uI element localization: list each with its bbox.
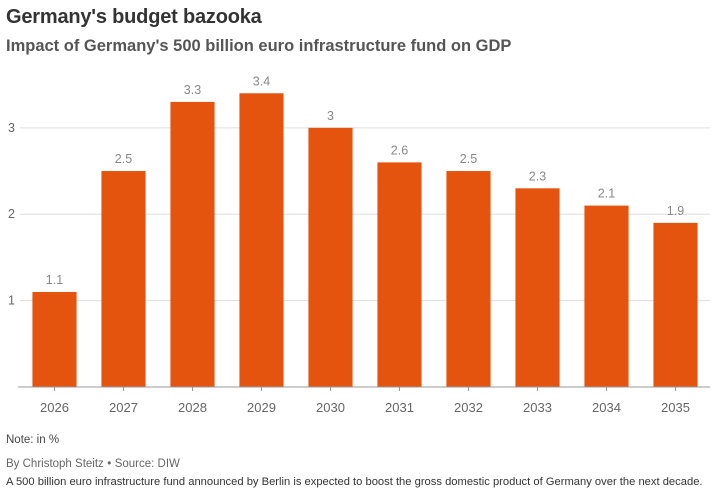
value-label-2032: 2.5: [460, 152, 477, 166]
value-label-2027: 2.5: [115, 152, 132, 166]
x-tick-label-2031: 2031: [385, 400, 414, 415]
x-tick-label-2026: 2026: [40, 400, 69, 415]
bar-2027: [101, 171, 146, 387]
y-tick-label-3: 3: [8, 121, 15, 135]
value-label-2035: 1.9: [667, 204, 684, 218]
byline: By Christoph Steitz • Source: DIW: [6, 458, 180, 470]
bar-2030: [308, 127, 353, 387]
bar-2035: [653, 222, 698, 387]
chart-subtitle: Impact of Germany's 500 billion euro inf…: [6, 37, 512, 55]
value-label-2026: 1.1: [46, 273, 63, 287]
chart-title: Germany's budget bazooka: [6, 6, 262, 28]
bar-2026: [32, 291, 77, 387]
x-tick-label-2030: 2030: [316, 400, 345, 415]
bar-2031: [377, 162, 422, 387]
y-tick-label-2: 2: [8, 207, 15, 221]
value-label-2031: 2.6: [391, 143, 408, 157]
x-tick-label-2034: 2034: [592, 400, 621, 415]
byline-separator: •: [107, 458, 112, 470]
bar-2033: [515, 188, 560, 387]
x-tick-label-2033: 2033: [523, 400, 552, 415]
chart-note: Note: in %: [6, 434, 60, 446]
x-tick-label-2035: 2035: [661, 400, 690, 415]
bar-2029: [239, 93, 284, 388]
bar-2032: [446, 171, 491, 387]
x-tick-label-2027: 2027: [109, 400, 138, 415]
x-tick-label-2029: 2029: [247, 400, 276, 415]
x-tick-label-2028: 2028: [178, 400, 207, 415]
bar-chart: 1 2 3 1.1 2.5 3.3 3.4 3 2.6 2.5 2.3 2.1 1.9 2026 202…: [8, 74, 710, 415]
value-label-2029: 3.4: [253, 74, 270, 88]
bar-2034: [584, 205, 629, 387]
value-label-2034: 2.1: [598, 187, 615, 201]
x-tick-label-2032: 2032: [454, 400, 483, 415]
y-tick-label-1: 1: [8, 294, 15, 308]
source-credit: Source: DIW: [114, 458, 180, 470]
value-label-2028: 3.3: [184, 83, 201, 97]
value-label-2030: 3: [327, 109, 334, 123]
chart-caption: A 500 billion euro infrastructure fund a…: [6, 476, 703, 488]
bar-2028: [170, 101, 215, 388]
value-label-2033: 2.3: [529, 169, 546, 183]
author-credit: By Christoph Steitz: [6, 458, 104, 470]
